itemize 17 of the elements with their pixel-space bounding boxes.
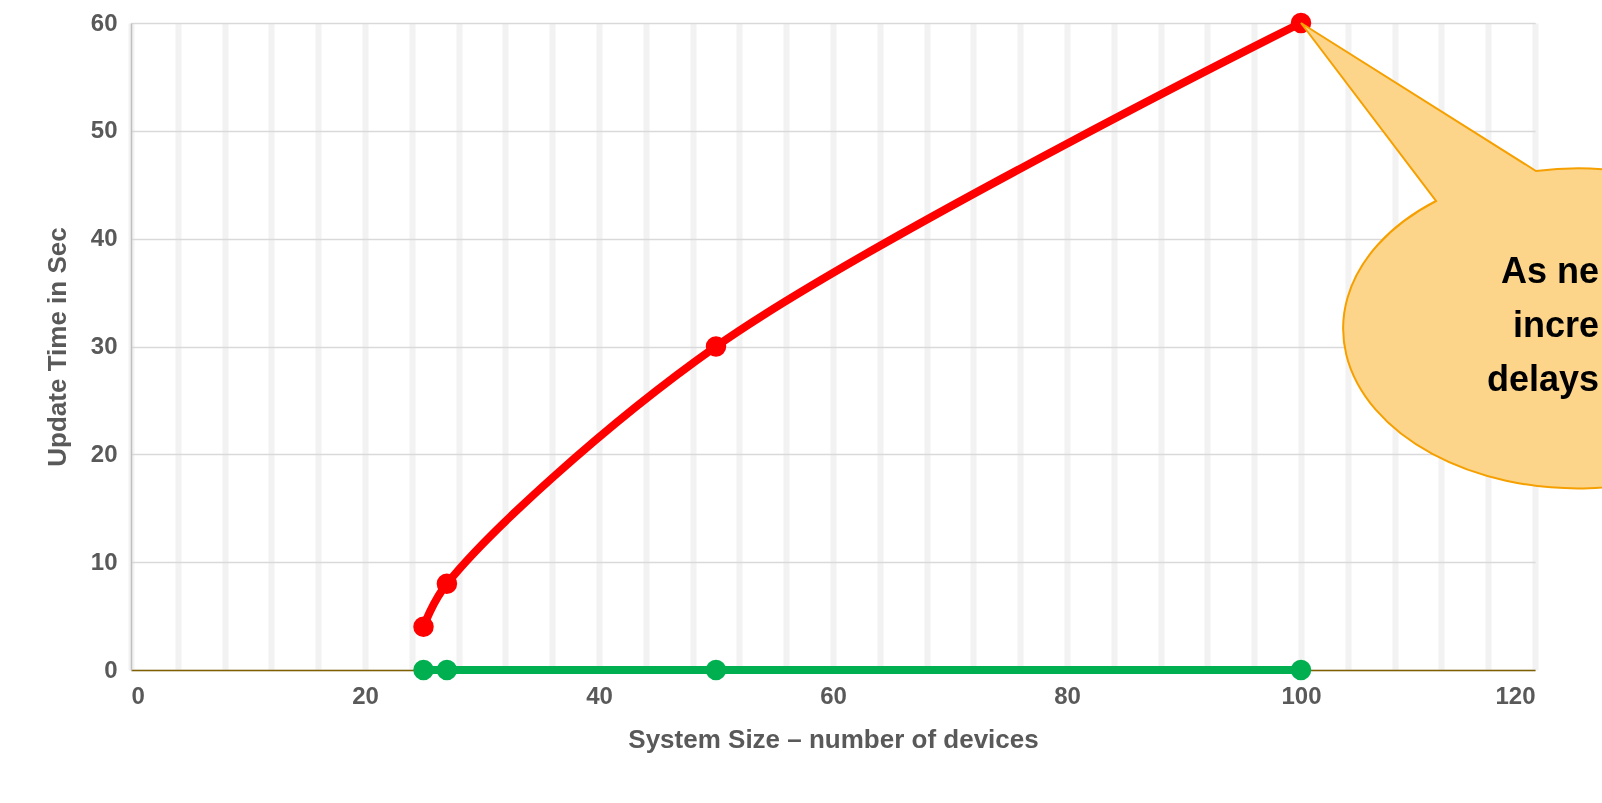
- x-tick-label: 80: [1054, 681, 1081, 709]
- y-tick-label: 20: [90, 439, 118, 467]
- annotation: As ne incre delays: [1486, 250, 1599, 399]
- x-tick-label: 60: [820, 681, 847, 709]
- x-axis-title: System Size – number of devices: [628, 723, 1039, 754]
- x-tick-label: 40: [586, 681, 613, 709]
- y-tick-label: 60: [90, 8, 118, 36]
- y-tick-label: 0: [104, 655, 118, 683]
- x-tick-label: 20: [352, 681, 379, 709]
- x-tick-label: 120: [1495, 681, 1536, 709]
- y-tick-label: 30: [90, 332, 118, 359]
- y-axis-title: Update Time in Sec: [41, 227, 72, 467]
- y-tick-label: 40: [90, 224, 118, 252]
- y-tick-label: 10: [90, 547, 118, 575]
- y-tick-label: 50: [90, 116, 118, 144]
- x-tick-label: 100: [1281, 681, 1322, 709]
- x-tick-label: 0: [131, 681, 145, 709]
